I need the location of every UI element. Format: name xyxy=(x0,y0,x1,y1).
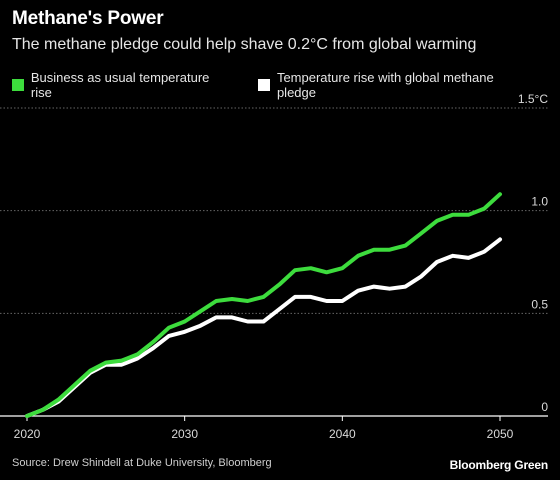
y-tick-label-2: 1.0 xyxy=(531,195,548,209)
legend-item-business-as-usual: Business as usual temperature rise xyxy=(12,70,232,100)
legend-label-methane-pledge: Temperature rise with global methane ple… xyxy=(276,70,494,100)
series-line-methane-pledge xyxy=(25,237,502,418)
x-tick-label-2: 2040 xyxy=(329,427,356,441)
brand-logo-text: Bloomberg Green xyxy=(449,458,549,472)
source-note: Source: Drew Shindell at Duke University… xyxy=(12,457,272,469)
x-tick-label-3: 2050 xyxy=(487,427,514,441)
y-tick-label-0: 0 xyxy=(541,400,548,414)
legend-swatch-methane-pledge xyxy=(258,79,270,91)
legend-item-methane-pledge: Temperature rise with global methane ple… xyxy=(258,70,534,100)
x-tick-label-1: 2030 xyxy=(171,427,198,441)
legend: Business as usual temperature rise Tempe… xyxy=(12,70,560,100)
chart-subtitle: The methane pledge could help shave 0.2°… xyxy=(12,36,477,53)
y-tick-label-3: 1.5°C xyxy=(518,92,548,106)
chart-title: Methane's Power xyxy=(12,8,164,29)
y-tick-label-1: 0.5 xyxy=(531,297,548,311)
series-line-business-as-usual xyxy=(25,192,502,418)
legend-swatch-business-as-usual xyxy=(12,79,24,91)
legend-label-business-as-usual: Business as usual temperature rise xyxy=(30,70,210,100)
x-tick-label-0: 2020 xyxy=(14,427,41,441)
